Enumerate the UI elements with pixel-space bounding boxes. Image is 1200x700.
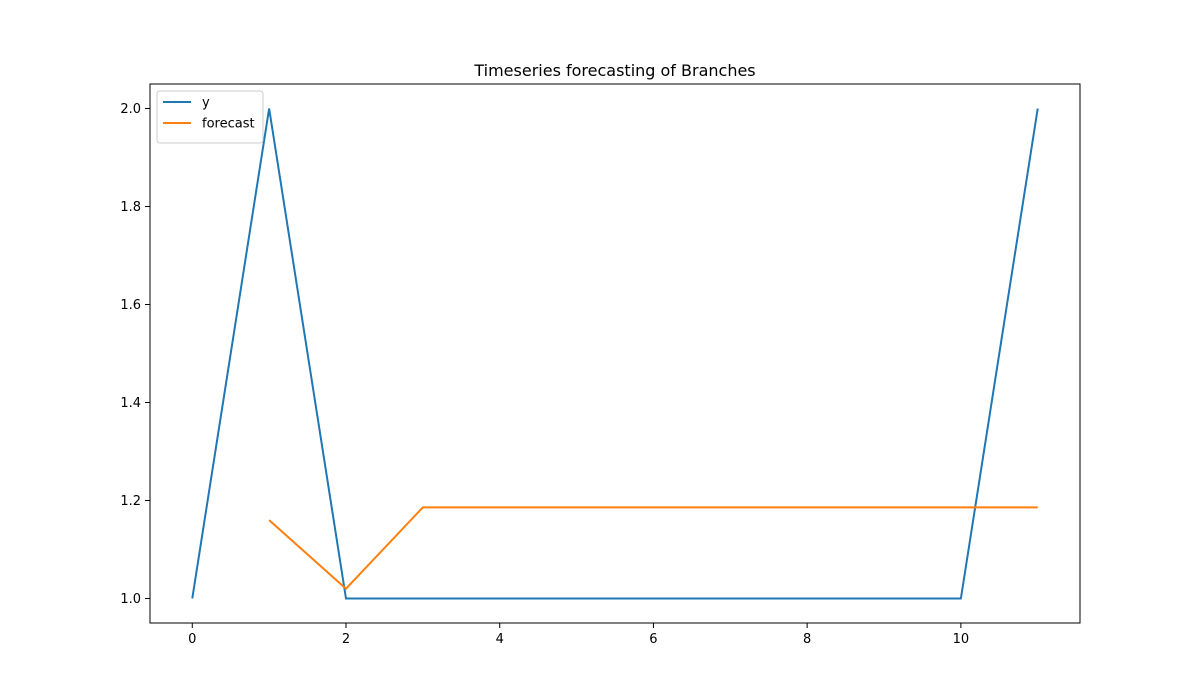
x-tick-label: 2 [342, 632, 350, 647]
plot-area [191, 108, 1039, 600]
series-line-y [191, 108, 1039, 600]
x-tick-label: 8 [803, 632, 811, 647]
chart-title: Timeseries forecasting of Branches [473, 61, 755, 80]
legend-box [156, 90, 264, 144]
x-tick-label: 10 [953, 632, 970, 647]
y-tick-label: 2.0 [120, 102, 141, 117]
legend-label-y: y [202, 96, 210, 111]
axes-frame [149, 83, 1081, 624]
y-tick-label: 1.8 [120, 200, 141, 215]
x-axis: 0 2 4 6 8 10 [188, 623, 969, 647]
y-tick-label: 1.4 [120, 396, 141, 411]
series-line-forecast [268, 506, 1038, 591]
y-tick-label: 1.2 [120, 494, 141, 509]
y-tick-label: 1.0 [120, 592, 141, 607]
legend-label-forecast: forecast [202, 117, 255, 132]
x-tick-label: 4 [496, 632, 504, 647]
x-tick-label: 6 [649, 632, 657, 647]
legend: y forecast [156, 90, 264, 144]
x-tick-label: 0 [188, 632, 196, 647]
y-axis: 1.0 1.2 1.4 1.6 1.8 2.0 [120, 102, 150, 607]
y-tick-label: 1.6 [120, 298, 141, 313]
